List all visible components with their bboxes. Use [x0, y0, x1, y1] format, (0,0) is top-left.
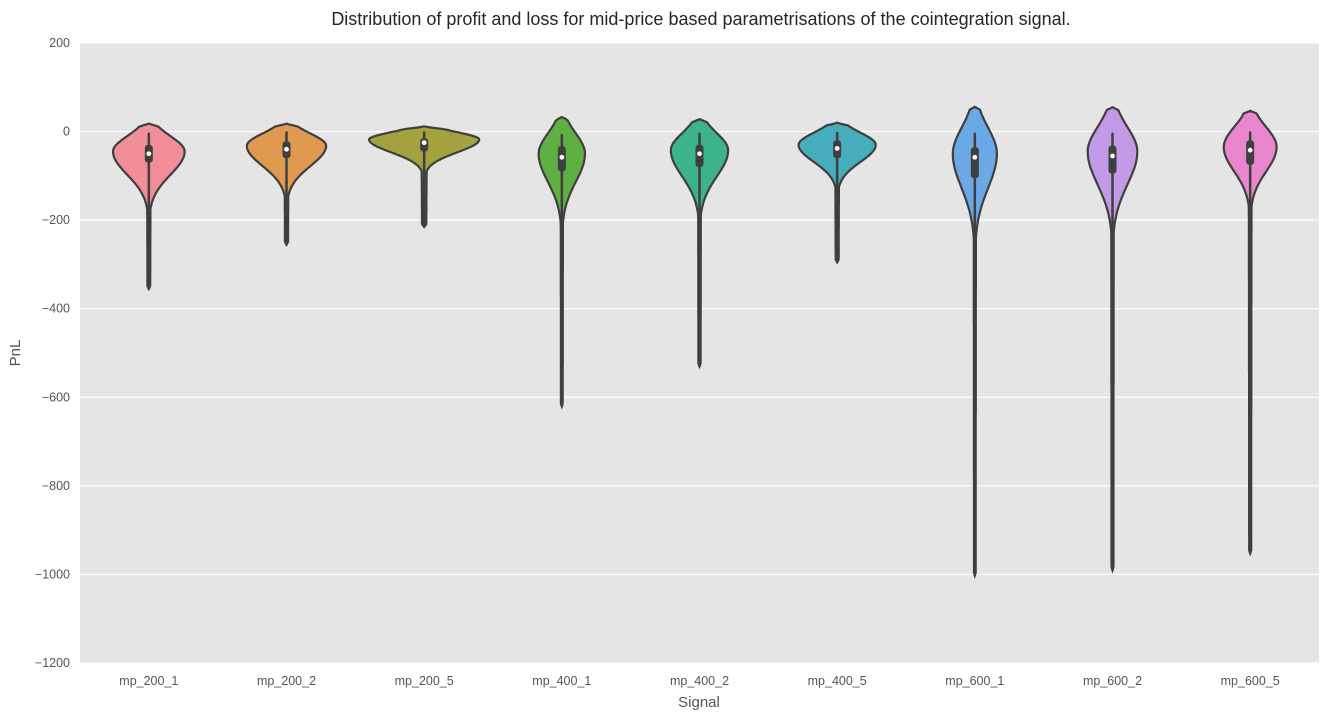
chart-title: Distribution of profit and loss for mid-… [331, 9, 1070, 29]
violin-mp_200_2 [245, 122, 328, 247]
violin-mp_600_1 [951, 105, 999, 580]
y-tick-label: 0 [63, 125, 70, 139]
violin-median [146, 151, 152, 157]
y-tick-label: −200 [42, 213, 70, 227]
y-tick-label: −1000 [35, 567, 70, 581]
y-tick-label: 200 [49, 36, 70, 50]
violin-mp_200_1 [111, 122, 186, 292]
violin-mp_600_5 [1222, 109, 1278, 557]
violin-quartile-box [1108, 145, 1117, 174]
violin-mp_400_1 [537, 115, 587, 410]
x-tick-label: mp_400_5 [808, 674, 867, 688]
violin-median [559, 154, 565, 160]
y-tick-label: −400 [42, 302, 70, 316]
x-tick-label: mp_400_1 [532, 674, 591, 688]
x-tick-label: mp_200_1 [119, 674, 178, 688]
violin-mp_400_2 [669, 118, 730, 370]
x-tick-label: mp_600_5 [1221, 674, 1280, 688]
y-tick-label: −1200 [35, 656, 70, 670]
x-tick-label: mp_200_5 [395, 674, 454, 688]
violin-mp_400_5 [797, 121, 877, 265]
x-tick-label: mp_400_2 [670, 674, 729, 688]
x-axis-label: Signal [678, 694, 720, 711]
violin-median [697, 151, 702, 157]
violin-mp_200_5 [368, 125, 481, 229]
violins [111, 105, 1278, 580]
violin-median [421, 140, 427, 146]
violin-median [1110, 153, 1115, 159]
y-axis-label: PnL [7, 340, 24, 367]
violin-mp_600_2 [1086, 105, 1139, 574]
violin-quartile-box [970, 147, 979, 179]
x-tick-label: mp_600_2 [1083, 674, 1142, 688]
x-tick-label: mp_600_1 [945, 674, 1004, 688]
x-tick-label: mp_200_2 [257, 674, 316, 688]
violin-median [972, 154, 978, 160]
y-tick-label: −600 [42, 390, 70, 404]
violin-median [284, 146, 289, 152]
violin-median [834, 146, 840, 151]
y-tick-labels: 200 0 −200 −400 −600 −800 −1000 −1200 [35, 36, 70, 670]
violin-median [1247, 147, 1253, 153]
x-tick-labels: mp_200_1 mp_200_2 mp_200_5 mp_400_1 mp_400_2… [119, 674, 1279, 688]
violin-quartile-box [1246, 140, 1255, 165]
y-tick-label: −800 [42, 479, 70, 493]
